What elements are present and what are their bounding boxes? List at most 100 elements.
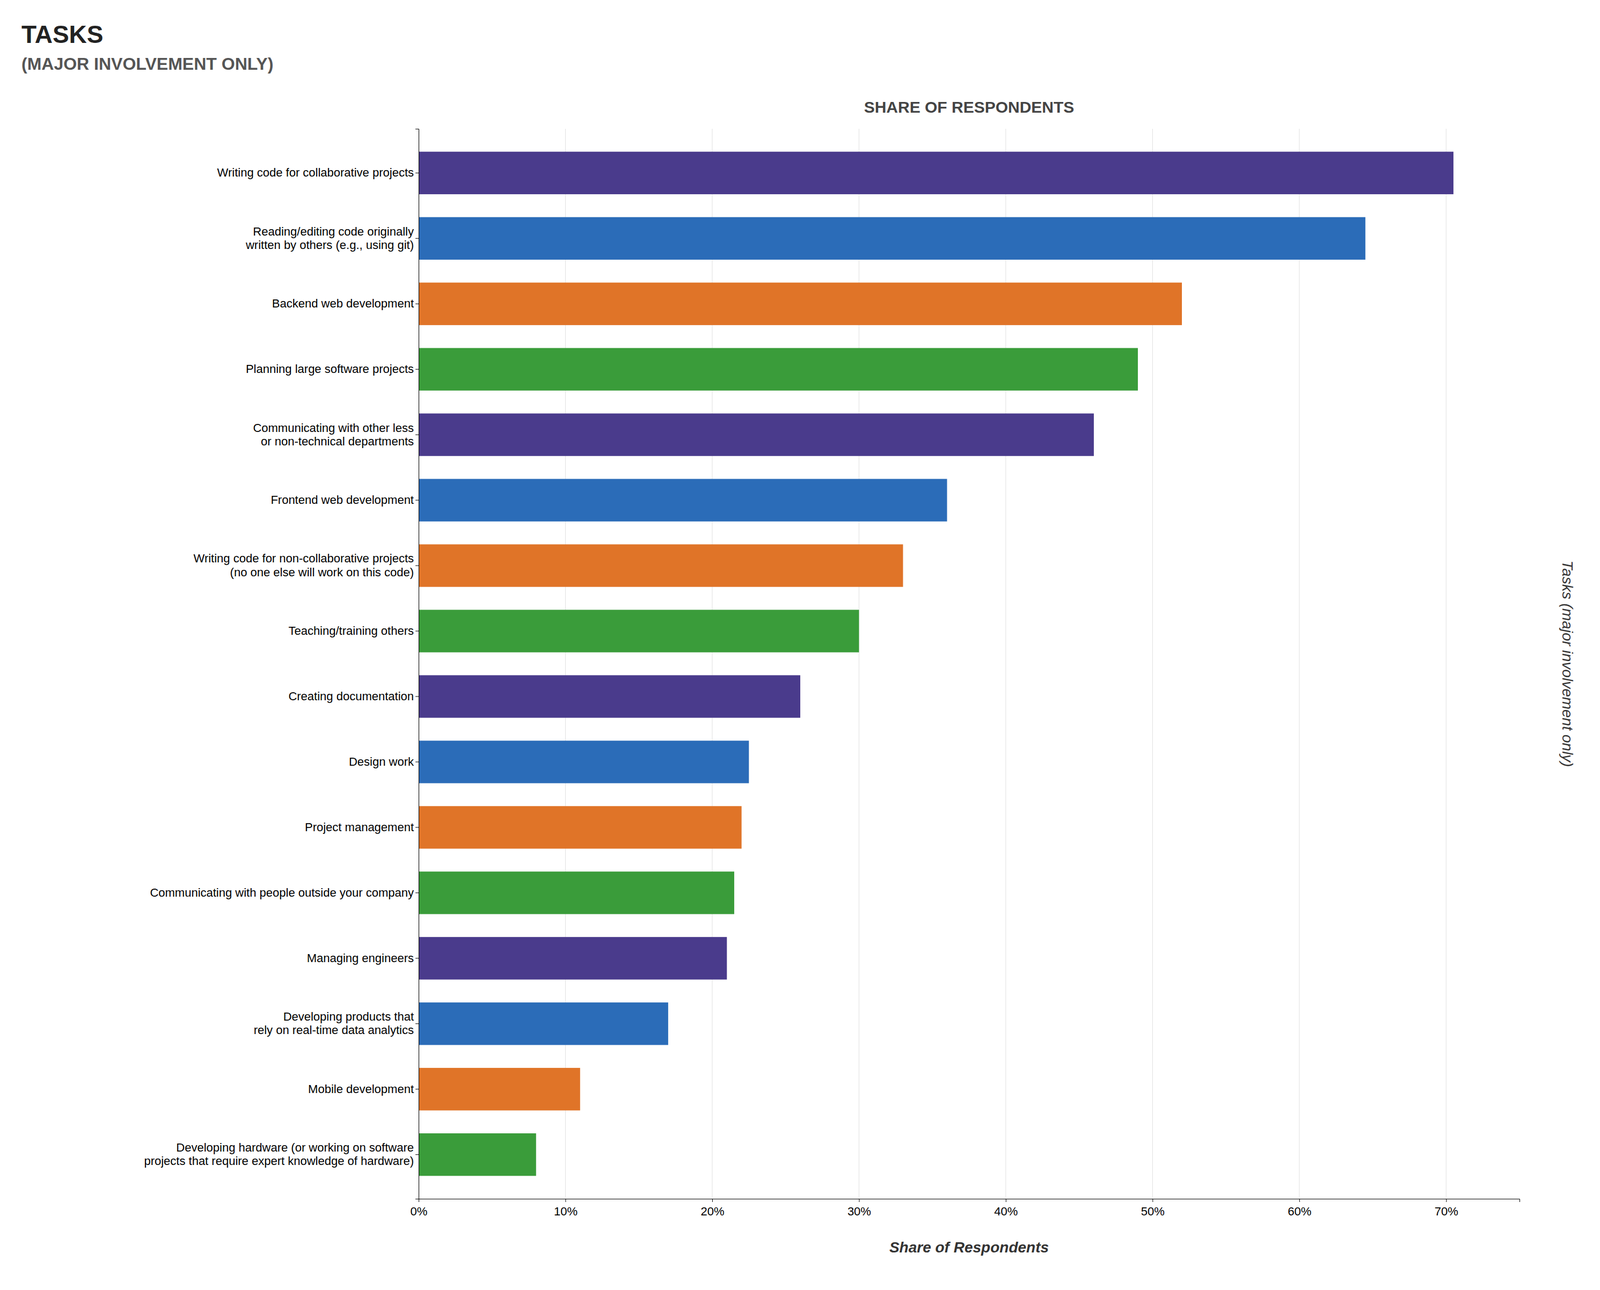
bar — [418, 217, 1366, 260]
y-tick-label-line: Developing products that — [283, 1010, 414, 1024]
x-axis-title: Share of Respondents — [889, 1239, 1049, 1256]
y-tick: Frontend web development — [270, 493, 419, 507]
bar — [418, 544, 903, 587]
x-tick: 50% — [1141, 1199, 1165, 1219]
bar — [418, 740, 749, 784]
y-tick-mark — [415, 761, 419, 763]
y-tick-label-line: Frontend web development — [270, 493, 414, 507]
bar — [418, 937, 727, 980]
y-tick-label-line: Communicating with people outside your c… — [149, 886, 414, 900]
y-tick-mark — [415, 827, 419, 828]
y-tick: Planning large software projects — [245, 362, 419, 376]
plot-area: 0% 10% 20% 30% 40% 50% 60% 70% Writing code for … — [143, 128, 1520, 1219]
x-tick-mark — [712, 1199, 713, 1203]
x-tick-label: 20% — [700, 1204, 725, 1219]
y-tick: Teaching/training others — [288, 624, 419, 638]
y-tick: Developing hardware (or working on softw… — [143, 1141, 419, 1168]
y-tick-label-line: rely on real-time data analytics — [253, 1023, 414, 1037]
x-tick: 30% — [847, 1199, 872, 1219]
x-axis-line — [419, 1199, 1521, 1203]
bar — [418, 413, 1094, 457]
bar — [418, 675, 801, 718]
y-tick-label-line: Reading/editing code originally — [252, 224, 414, 239]
y-tick-label: Developing products thatrely on real-tim… — [253, 1010, 414, 1037]
y-tick-mark — [415, 631, 419, 632]
y-axis-title: Tasks (major involvement only) — [1559, 560, 1576, 768]
x-tick-label: 30% — [847, 1204, 872, 1219]
x-tick-label: 50% — [1141, 1204, 1165, 1219]
grid-line — [1298, 128, 1300, 1200]
y-tick-mark — [415, 1089, 419, 1090]
annotation: SHARE OF RESPONDENTS — [864, 98, 1075, 116]
y-tick: Creating documentation — [288, 689, 419, 704]
x-tick-label: 60% — [1287, 1204, 1312, 1219]
bar — [418, 151, 1454, 195]
x-axis: 0% 10% 20% 30% 40% 50% 60% 70% — [410, 1199, 1521, 1219]
grid-line — [1445, 128, 1447, 1200]
y-tick-label: Creating documentation — [288, 689, 414, 704]
y-tick: Project management — [304, 820, 419, 835]
y-tick: Managing engineers — [307, 951, 419, 966]
y-tick-label: Writing code for collaborative projects — [217, 165, 414, 180]
y-tick-mark — [415, 369, 419, 370]
bar — [418, 348, 1138, 391]
y-tick-label-line: projects that require expert knowledge o… — [143, 1154, 414, 1168]
y-tick-label-line: Creating documentation — [288, 689, 414, 704]
y-tick: Writing code for non-collaborative proje… — [193, 551, 419, 579]
title: TASKS — [21, 20, 104, 49]
y-tick-mark — [415, 892, 419, 894]
grid — [418, 128, 1446, 1200]
x-tick-label: 0% — [410, 1204, 428, 1219]
y-tick-mark — [415, 303, 419, 305]
x-tick: 60% — [1287, 1199, 1312, 1219]
y-tick-label-line: or non-technical departments — [260, 434, 414, 449]
y-tick-mark — [415, 500, 419, 501]
y-tick-label-line: Developing hardware (or working on softw… — [176, 1141, 414, 1155]
bar — [418, 609, 859, 653]
y-tick-mark — [415, 1023, 419, 1025]
x-tick: 0% — [410, 1199, 428, 1219]
y-tick-label: Reading/editing code originallywritten b… — [245, 224, 414, 252]
x-tick-label: 70% — [1434, 1204, 1459, 1219]
y-tick-label-line: Writing code for collaborative projects — [217, 165, 414, 180]
bar — [418, 478, 947, 522]
x-tick-label: 40% — [994, 1204, 1018, 1219]
x-tick: 20% — [700, 1199, 725, 1219]
x-tick-mark — [565, 1199, 566, 1203]
y-tick-label-line: Backend web development — [272, 296, 414, 311]
x-tick: 10% — [553, 1199, 578, 1219]
y-tick-label: Writing code for non-collaborative proje… — [193, 551, 414, 579]
y-tick-mark — [415, 172, 419, 174]
y-tick-mark — [415, 958, 419, 959]
y-tick-label-line: (no one else will work on this code) — [230, 565, 414, 580]
y-tick-label-line: Mobile development — [308, 1082, 414, 1097]
y-axis-line — [415, 129, 420, 1200]
bar — [418, 871, 735, 915]
y-tick-label: Frontend web development — [270, 493, 414, 507]
y-tick: Reading/editing code originallywritten b… — [245, 224, 419, 252]
y-tick-mark — [415, 565, 419, 567]
y-tick: Developing products thatrely on real-tim… — [253, 1010, 419, 1037]
subtitle: (MAJOR INVOLVEMENT ONLY) — [21, 54, 274, 74]
y-tick: Mobile development — [308, 1082, 419, 1097]
y-tick-label: Developing hardware (or working on softw… — [143, 1141, 414, 1168]
bar — [418, 1002, 669, 1046]
y-tick-label-line: Teaching/training others — [288, 624, 414, 638]
y-tick-label: Teaching/training others — [288, 624, 414, 638]
y-tick: Writing code for collaborative projects — [217, 165, 419, 180]
y-tick-mark — [415, 696, 419, 697]
x-tick-mark — [858, 1199, 860, 1203]
chart-svg: 0% 10% 20% 30% 40% 50% 60% 70% Writing code for … — [0, 0, 1600, 1290]
y-tick-label: Communicating with other lessor non-tech… — [252, 421, 414, 449]
bars — [418, 151, 1454, 1177]
x-tick-mark — [1005, 1199, 1007, 1203]
y-tick-mark — [415, 238, 419, 239]
x-tick-mark — [1299, 1199, 1300, 1203]
y-axis: Writing code for collaborative projects R… — [143, 129, 419, 1200]
y-tick-label: Planning large software projects — [245, 362, 414, 376]
y-tick-label: Design work — [348, 755, 415, 769]
y-tick-label-line: Project management — [304, 820, 414, 835]
y-tick-label: Project management — [304, 820, 414, 835]
y-tick-label-line: Writing code for non-collaborative proje… — [193, 551, 414, 566]
y-tick-label: Communicating with people outside your c… — [149, 886, 414, 900]
